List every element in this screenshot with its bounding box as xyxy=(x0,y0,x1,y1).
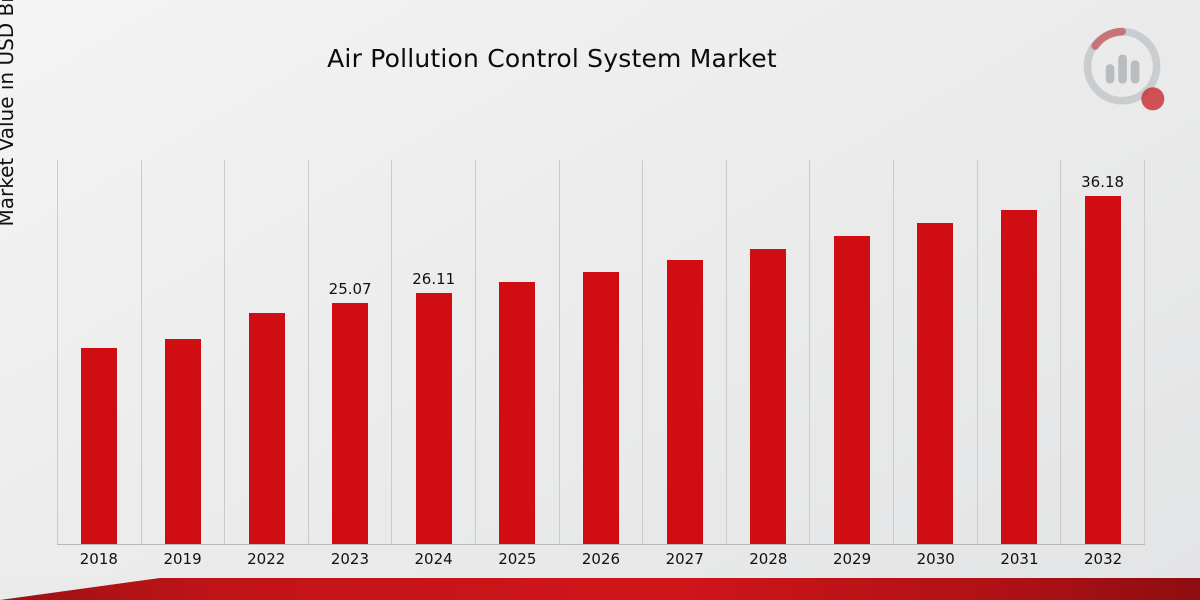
x-tick-label: 2019 xyxy=(163,550,202,568)
logo-ring xyxy=(1083,27,1161,105)
x-tick-label: 2023 xyxy=(330,550,369,568)
category-slot: 26.11 xyxy=(391,160,475,544)
bar-value-label: 25.07 xyxy=(328,280,372,298)
bar xyxy=(164,339,201,544)
bar xyxy=(1084,196,1121,544)
category-slot xyxy=(809,160,893,544)
x-tick-label: 2029 xyxy=(832,550,872,568)
x-tick-label: 2026 xyxy=(581,550,621,568)
logo-bar-2 xyxy=(1118,54,1127,84)
bar-value-label: 26.11 xyxy=(412,270,456,288)
logo-arc-accent xyxy=(1091,27,1126,50)
x-tick-label: 2022 xyxy=(247,550,286,568)
bar xyxy=(81,348,118,544)
market-research-future-logo xyxy=(1083,27,1165,111)
x-tick-label: 2030 xyxy=(916,550,955,568)
y-axis-label: Market Value in USD Billion xyxy=(0,0,18,227)
bar xyxy=(1001,210,1037,544)
category-slot xyxy=(976,160,1061,544)
bar xyxy=(499,282,536,544)
chart-title: Air Pollution Control System Market xyxy=(327,44,777,73)
x-tick-label: 2027 xyxy=(665,550,704,568)
bar xyxy=(415,293,452,544)
category-slot xyxy=(475,160,559,544)
category-slot xyxy=(725,160,810,544)
x-tick-label: 2018 xyxy=(79,550,118,568)
bar xyxy=(248,313,285,544)
category-slot: 25.07 xyxy=(307,160,392,544)
category-slot: 36.18 xyxy=(1060,160,1145,544)
bar xyxy=(582,272,619,544)
category-slot xyxy=(57,160,141,544)
logo-bar-1 xyxy=(1105,64,1115,84)
bar xyxy=(917,223,954,544)
bar xyxy=(833,236,870,544)
x-axis: 2018 2019 2022 2023 2024 2025 2026 2027 2028 2029… xyxy=(57,550,1145,568)
x-tick-label: 2025 xyxy=(498,550,537,568)
x-tick-label: 2032 xyxy=(1084,550,1123,568)
bar xyxy=(666,260,703,544)
bar xyxy=(332,303,369,544)
bar-value-label: 36.18 xyxy=(1081,173,1125,191)
plot-area: 25.07 26.11 36.18 xyxy=(57,160,1145,545)
x-tick-label: 2031 xyxy=(1000,550,1039,568)
category-slot xyxy=(140,160,225,544)
category-slot xyxy=(893,160,977,544)
footer-stripe xyxy=(0,578,1200,600)
category-slot xyxy=(558,160,643,544)
logo-magnifier-dot xyxy=(1141,87,1165,111)
bar xyxy=(750,249,787,544)
category-slot xyxy=(642,160,726,544)
x-tick-label: 2024 xyxy=(414,550,453,568)
logo-bar-3 xyxy=(1130,60,1140,84)
category-slot xyxy=(224,160,308,544)
x-tick-label: 2028 xyxy=(749,550,788,568)
